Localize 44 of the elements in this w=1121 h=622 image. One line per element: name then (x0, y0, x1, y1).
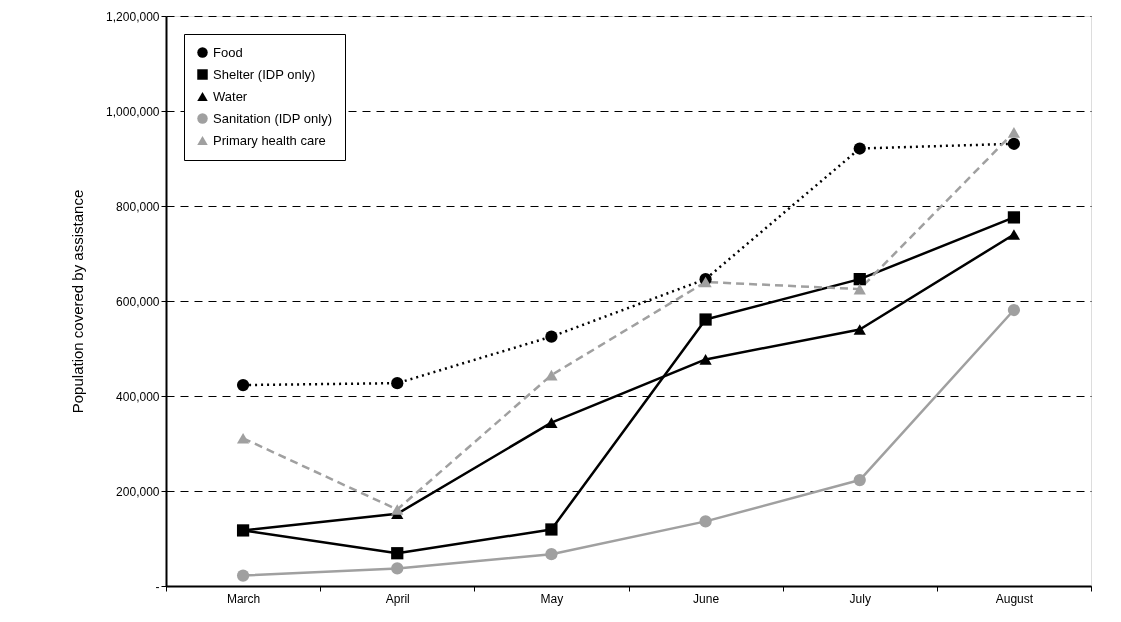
point (236, 432, 250, 444)
point (1007, 137, 1021, 150)
point (853, 142, 866, 155)
y-tick-label: 1,200,000 (106, 9, 160, 24)
point (545, 523, 558, 536)
point (391, 377, 404, 390)
point (1007, 211, 1021, 224)
point (236, 378, 250, 392)
point (236, 569, 250, 582)
legend-label: Sanitation (IDP only) (213, 110, 332, 126)
y-tick-label: 1,000,000 (106, 104, 160, 119)
point (853, 283, 866, 295)
point (853, 273, 866, 286)
point (545, 417, 558, 428)
x-tick-label: April (385, 591, 410, 606)
x-tick-label: March (226, 591, 261, 606)
point (545, 369, 558, 381)
point (391, 562, 404, 575)
x-tick-label: August (995, 591, 1034, 606)
point (391, 547, 404, 560)
point (545, 548, 558, 561)
x-tick-label: July (849, 591, 871, 606)
point (699, 354, 712, 365)
point (1007, 127, 1021, 138)
y-tick-label: 600,000 (116, 294, 160, 309)
point (853, 324, 866, 335)
x-tick-label: June (693, 591, 720, 606)
legend-label: Water (213, 88, 248, 104)
legend-label: Food (213, 44, 243, 60)
legend-label: Primary health care (213, 132, 326, 148)
point (391, 504, 404, 515)
point (1007, 229, 1021, 240)
point (699, 515, 712, 528)
y-tick-label: 800,000 (116, 199, 160, 214)
y-tick-label: - (155, 579, 160, 594)
legend-label: Shelter (IDP only) (213, 66, 316, 82)
y-tick-label: 400,000 (116, 389, 160, 404)
point (853, 473, 866, 487)
y-tick-label: 200,000 (116, 484, 160, 499)
x-tick-label: May (540, 591, 564, 606)
point (1007, 303, 1021, 317)
y-axis-title: Population covered by assistance (69, 189, 87, 414)
point (699, 313, 712, 326)
point (545, 330, 558, 343)
